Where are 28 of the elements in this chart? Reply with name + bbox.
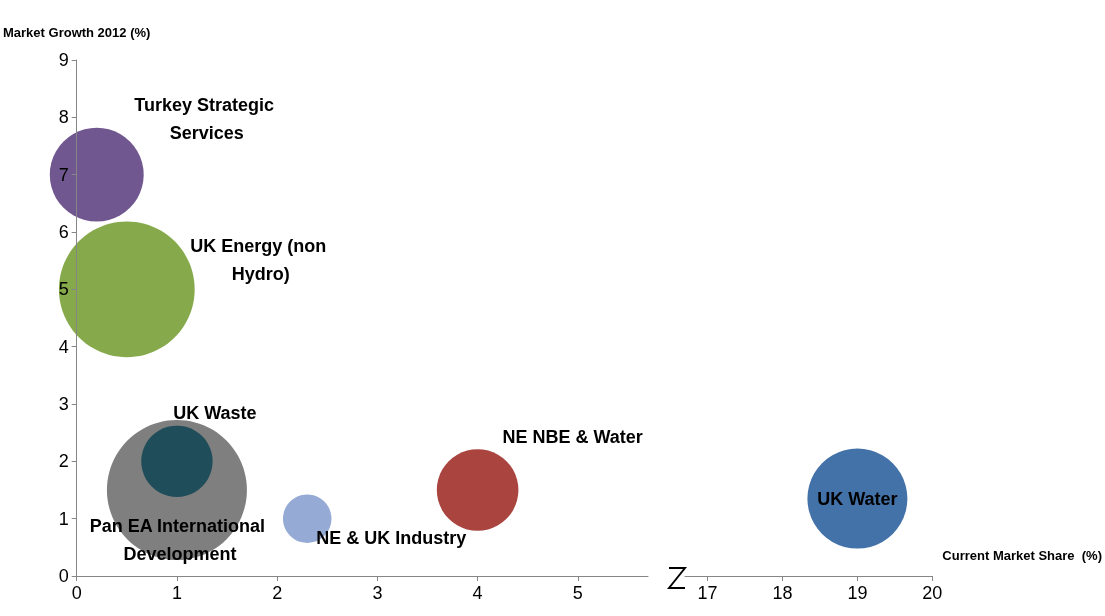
x-axis-title: Current Market Share (%) <box>942 548 1103 563</box>
y-tick-label: 6 <box>58 222 69 242</box>
x-tick-label: 0 <box>71 583 82 603</box>
y-tick-label: 9 <box>58 50 69 70</box>
x-tick-label: 19 <box>847 583 868 603</box>
x-tick-label: 18 <box>772 583 793 603</box>
y-tick-label: 3 <box>58 394 69 414</box>
x-tick-label: 2 <box>272 583 283 603</box>
series-label: NE NBE & Water <box>502 427 643 447</box>
y-tick-label: 5 <box>58 279 69 300</box>
y-tick-label: 7 <box>58 164 69 185</box>
x-tick-label: 1 <box>171 583 182 603</box>
series-label: UK Waste <box>173 403 257 424</box>
series-label: NE & UK Industry <box>316 527 467 548</box>
x-tick-label: 3 <box>372 583 383 603</box>
y-tick-label: 0 <box>58 566 69 586</box>
y-tick-label: 2 <box>58 451 69 472</box>
y-axis-title: Market Growth 2012 (%) <box>3 25 151 40</box>
x-tick-label: 5 <box>572 583 583 603</box>
x-tick-label: 20 <box>922 583 943 603</box>
series-label: UK Energy (non Hydro) <box>190 236 332 285</box>
x-tick-label: 17 <box>697 583 718 603</box>
y-tick-label: 4 <box>58 336 69 357</box>
series-label: UK Water <box>817 488 898 509</box>
x-tick-label: 4 <box>472 583 483 603</box>
y-tick-label: 1 <box>58 508 69 529</box>
series-label: Turkey Strategic Services <box>134 94 280 143</box>
y-tick-label: 8 <box>58 107 69 128</box>
